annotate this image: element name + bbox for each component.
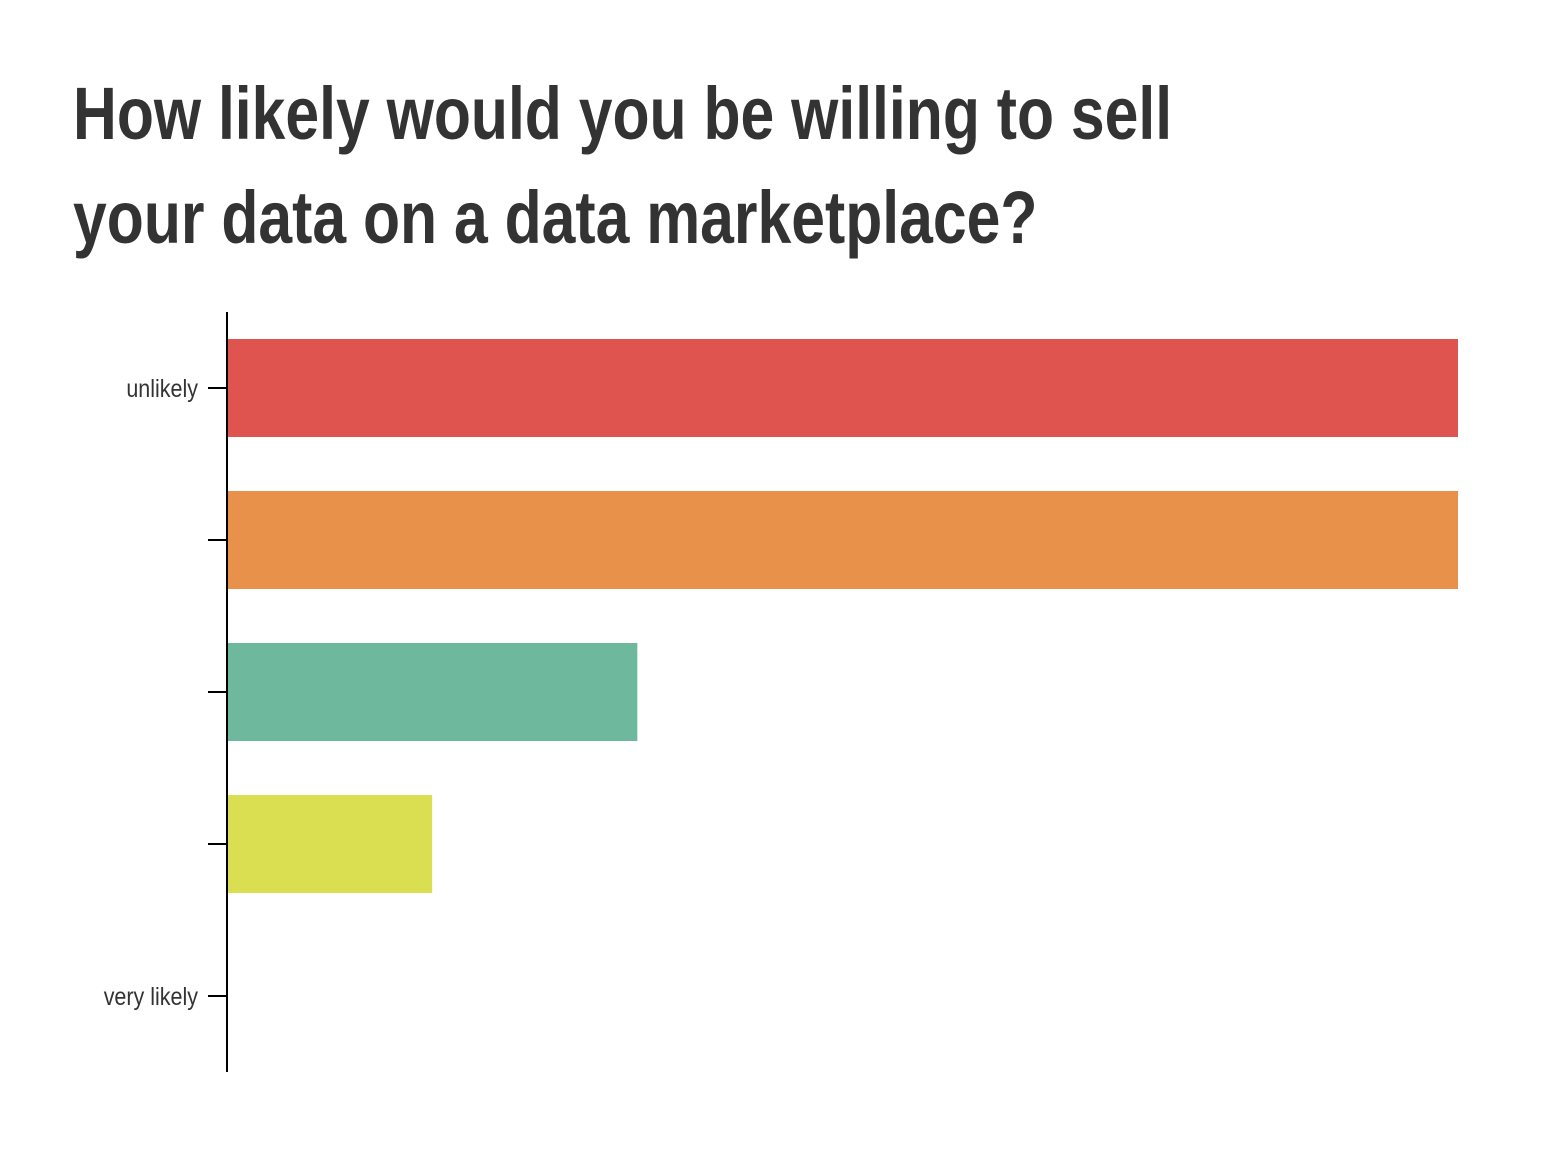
bars-group [227, 339, 1458, 893]
bar-3 [227, 795, 433, 893]
y-tick-label-4: very likely [104, 982, 199, 1010]
bar-1 [227, 491, 1458, 589]
bar-2 [227, 643, 638, 741]
y-tick-label-0: unlikely [126, 374, 198, 402]
y-axis-ticks: unlikely very likely [104, 374, 227, 1010]
chart-title: How likely would you be willing to sell … [73, 72, 1173, 259]
bar-0 [227, 339, 1458, 437]
